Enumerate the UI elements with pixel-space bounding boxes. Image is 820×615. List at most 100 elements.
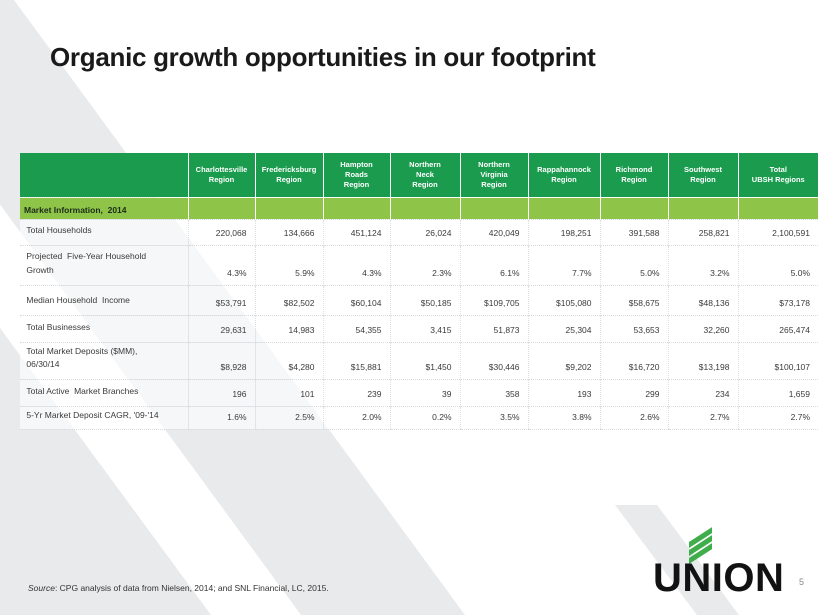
value-cell: $53,791 [187, 284, 255, 315]
value-cell: 14,983 [254, 314, 323, 342]
value-cell: 54,355 [322, 314, 390, 342]
value-cell: $60,104 [322, 284, 390, 315]
value-cell: 53,653 [599, 314, 668, 342]
value-cell: $105,080 [527, 284, 600, 315]
row-label: Total Businesses [20, 314, 188, 342]
union-logo: UNION [653, 527, 803, 604]
value-cell: 1.6% [187, 405, 255, 431]
section-cell [254, 196, 323, 219]
value-cell: 3,415 [389, 314, 460, 342]
value-cell: 1,659 [737, 378, 818, 407]
value-cell: 420,049 [459, 218, 528, 245]
column-header: Charlottesville Region [187, 153, 255, 197]
value-cell: 239 [322, 378, 390, 407]
value-cell: $50,185 [389, 284, 460, 315]
value-cell: 358 [459, 378, 528, 407]
column-header: Richmond Region [599, 153, 668, 197]
column-header: Northern Virginia Region [459, 153, 528, 197]
value-cell: $82,502 [254, 284, 323, 315]
column-header: Northern Neck Region [389, 153, 460, 197]
section-cell [667, 196, 738, 219]
stripe-bottom-right [615, 505, 739, 615]
column-header: Rappahannock Region [527, 153, 600, 197]
value-cell: 391,588 [599, 218, 668, 245]
section-cell [187, 196, 255, 219]
section-cell [599, 196, 668, 219]
value-cell: 5.0% [737, 244, 818, 285]
row-label: Median Household Income [20, 284, 188, 315]
value-cell: 32,260 [667, 314, 738, 342]
source-text: : CPG analysis of data from Nielsen, 201… [54, 583, 329, 593]
column-header: Southwest Region [667, 153, 738, 197]
value-cell: 0.2% [389, 405, 460, 431]
section-cell [389, 196, 460, 219]
value-cell: 2.7% [667, 405, 738, 431]
value-cell: $13,198 [667, 341, 738, 380]
header-row: Charlottesville Region Fredericksburg Reg… [20, 153, 818, 197]
value-cell: 4.3% [322, 244, 390, 285]
table-section-band: Market Information, 2014 [20, 196, 818, 219]
value-cell: 299 [599, 378, 668, 407]
value-cell: 39 [389, 378, 460, 407]
value-cell: $100,107 [737, 341, 818, 380]
table-row: 5-Yr Market Deposit CAGR, '09-'14 1.6% 2.5… [20, 405, 818, 431]
column-header: Hampton Roads Region [322, 153, 390, 197]
value-cell: $73,178 [737, 284, 818, 315]
union-logo-text: UNION [653, 556, 785, 600]
value-cell: 234 [667, 378, 738, 407]
column-header: Fredericksburg Region [254, 153, 323, 197]
table-body: Total Households 220,068 134,666 451,124 26,… [20, 218, 818, 431]
value-cell: $48,136 [667, 284, 738, 315]
value-cell: $8,928 [187, 341, 255, 380]
page-number: 5 [799, 577, 805, 587]
value-cell: $16,720 [599, 341, 668, 380]
value-cell: 196 [187, 378, 255, 407]
table-row: Total Businesses 29,631 14,983 54,355 3,415 5… [20, 314, 818, 342]
source-label: Source [28, 583, 55, 593]
value-cell: 265,474 [737, 314, 818, 342]
value-cell: 451,124 [322, 218, 390, 245]
value-cell: 193 [527, 378, 600, 407]
value-cell: 3.2% [667, 244, 738, 285]
value-cell: 51,873 [459, 314, 528, 342]
value-cell: $58,675 [599, 284, 668, 315]
row-label: 5-Yr Market Deposit CAGR, '09-'14 [20, 405, 188, 431]
table-header: Charlottesville Region Fredericksburg Reg… [20, 153, 818, 197]
section-cell [322, 196, 390, 219]
market-information-table: Charlottesville Region Fredericksburg Reg… [20, 153, 818, 431]
value-cell: $15,881 [322, 341, 390, 380]
value-cell: 5.0% [599, 244, 668, 285]
section-cell [737, 196, 818, 219]
row-label: Total Households [20, 218, 188, 245]
row-label: Projected Five-Year Household Growth [20, 244, 188, 285]
slide-title: Organic growth opportunities in our foot… [50, 42, 596, 72]
table-row: Total Active Market Branches 196 101 239 39 3… [20, 378, 818, 407]
value-cell: 3.5% [459, 405, 528, 431]
section-row: Market Information, 2014 [20, 196, 818, 219]
section-cell [459, 196, 528, 219]
source-note: Source: CPG analysis of data from Nielse… [28, 583, 329, 593]
value-cell: 134,666 [254, 218, 323, 245]
section-label: Market Information, 2014 [20, 196, 188, 219]
value-cell: 6.1% [459, 244, 528, 285]
table-row: Total Market Deposits ($MM), 06/30/14 $8,… [20, 341, 818, 380]
table-row: Total Households 220,068 134,666 451,124 26,… [20, 218, 818, 245]
row-label: Total Market Deposits ($MM), 06/30/14 [20, 341, 188, 380]
corner-cell [20, 153, 188, 197]
value-cell: 101 [254, 378, 323, 407]
row-label: Total Active Market Branches [20, 378, 188, 407]
value-cell: 2,100,591 [737, 218, 818, 245]
value-cell: 2.3% [389, 244, 460, 285]
value-cell: 258,821 [667, 218, 738, 245]
value-cell: 26,024 [389, 218, 460, 245]
value-cell: 2.5% [254, 405, 323, 431]
value-cell: $4,280 [254, 341, 323, 380]
value-cell: 29,631 [187, 314, 255, 342]
value-cell: 7.7% [527, 244, 600, 285]
value-cell: 5.9% [254, 244, 323, 285]
table-row: Projected Five-Year Household Growth 4.3%… [20, 244, 818, 285]
value-cell: 220,068 [187, 218, 255, 245]
section-cell [527, 196, 600, 219]
value-cell: $109,705 [459, 284, 528, 315]
